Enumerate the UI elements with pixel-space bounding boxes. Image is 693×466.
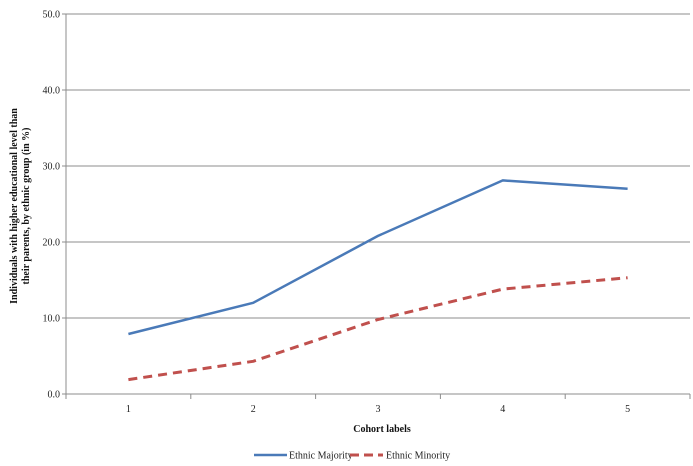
x-tick-label-4: 5 bbox=[625, 404, 630, 415]
y-tick-label-2: 20.0 bbox=[43, 238, 61, 249]
series-line-ethnic-majority bbox=[128, 179, 628, 336]
legend-label-0: Ethnic Majority bbox=[289, 451, 353, 462]
x-tick-label-1: 2 bbox=[251, 404, 256, 415]
y-axis-ticks: 0.0 10.0 20.0 30.0 40.0 50.0 bbox=[43, 10, 66, 401]
y-tick-label-1: 10.0 bbox=[43, 314, 61, 325]
y-axis-label: Individuals with higher educational leve… bbox=[9, 108, 32, 304]
x-axis-label: Cohort labels bbox=[353, 424, 411, 435]
gridlines bbox=[66, 13, 690, 319]
axes bbox=[65, 14, 690, 395]
x-tick-label-3: 4 bbox=[500, 404, 505, 415]
y-tick-label-0: 0.0 bbox=[48, 390, 61, 401]
x-tick-label-2: 3 bbox=[376, 404, 381, 415]
y-tick-label-3: 30.0 bbox=[43, 162, 61, 173]
series-line-ethnic-minority bbox=[128, 276, 628, 382]
y-axis-label-line-1: Individuals with higher educational leve… bbox=[9, 108, 20, 304]
series-lines bbox=[128, 179, 628, 382]
y-axis-label-line-2: their parents, by ethnic group (in %) bbox=[21, 128, 32, 285]
legend-label-1: Ethnic Minority bbox=[386, 451, 450, 462]
x-tick-label-0: 1 bbox=[126, 404, 131, 415]
x-axis-ticks: 1 2 3 4 5 bbox=[65, 394, 691, 415]
y-tick-label-5: 50.0 bbox=[43, 10, 61, 21]
y-tick-label-4: 40.0 bbox=[43, 86, 61, 97]
legend: Ethnic Majority Ethnic Minority bbox=[254, 451, 450, 462]
